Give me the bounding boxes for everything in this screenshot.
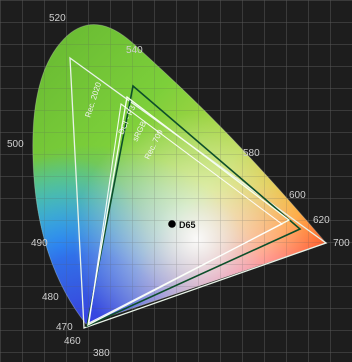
wavelength-460: 460 [64,336,81,347]
wavelength-500: 500 [7,139,24,150]
wavelength-620: 620 [313,215,330,226]
wavelength-600: 600 [289,190,306,201]
wavelength-470: 470 [56,322,73,333]
wavelength-490: 490 [31,238,48,249]
wavelength-700: 700 [333,238,350,249]
white-point-dot [168,220,176,228]
wavelength-540: 540 [126,45,143,56]
wavelength-labels: 520 540 500 580 600 620 490 700 480 470 … [7,13,350,359]
spectral-locus-outline [32,24,327,325]
wavelength-480: 480 [42,292,59,303]
gamut-dci-p3 [85,84,302,328]
wavelength-380: 380 [93,348,110,359]
wavelength-580: 580 [243,148,260,159]
white-point-label: D65 [179,220,196,230]
gamut-rec-709 [88,103,284,324]
wavelength-520: 520 [49,13,66,24]
